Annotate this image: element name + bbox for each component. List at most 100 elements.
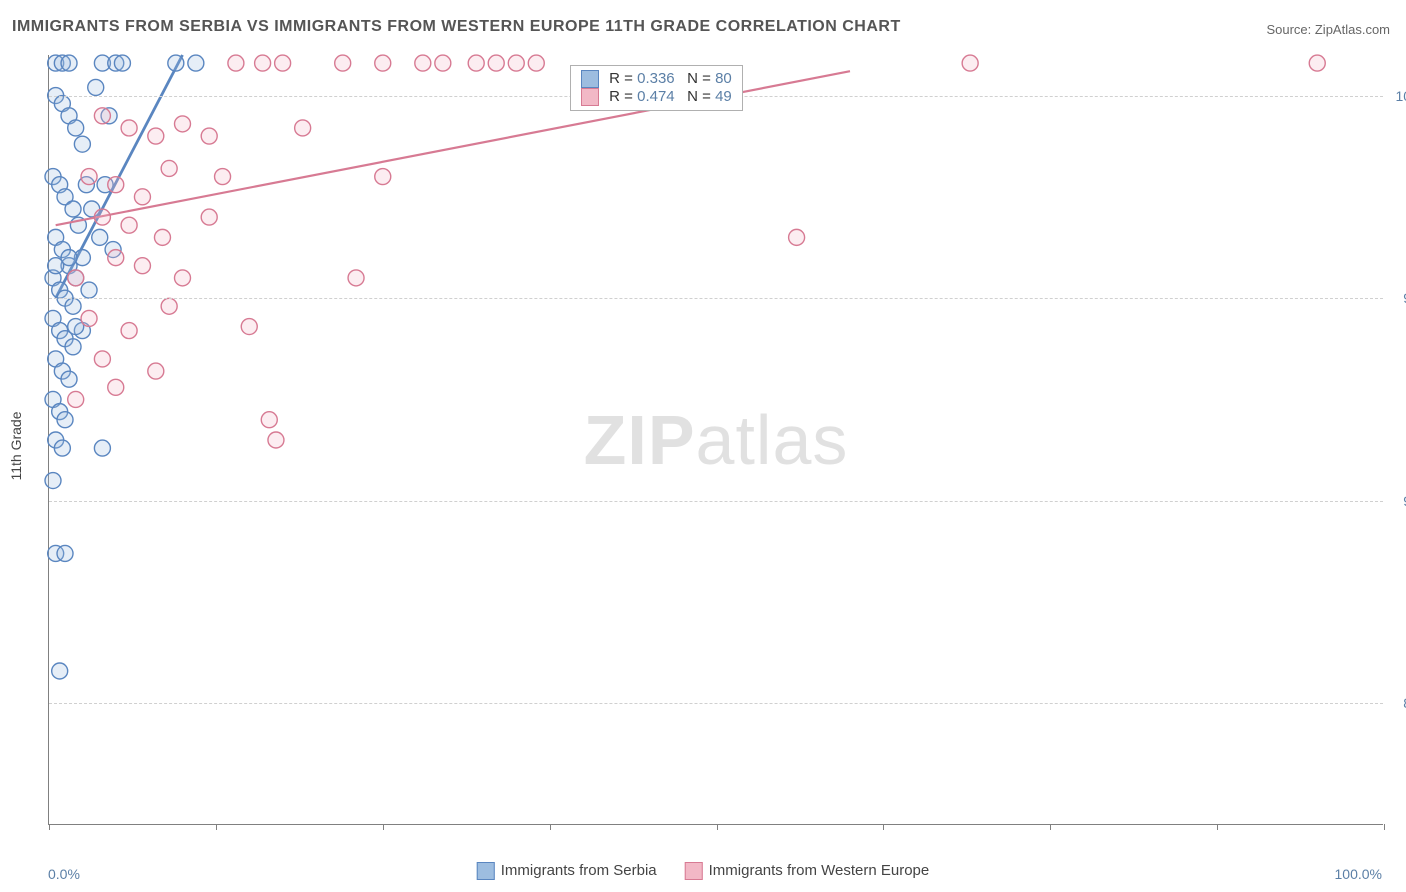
point-weurope (255, 55, 271, 71)
chart-svg (49, 55, 1383, 824)
source-label: Source: ZipAtlas.com (1266, 22, 1390, 37)
x-tick (550, 824, 551, 830)
y-axis-title: 11th Grade (8, 411, 24, 480)
point-serbia (188, 55, 204, 71)
point-weurope (121, 323, 137, 339)
point-weurope (175, 270, 191, 286)
point-serbia (65, 201, 81, 217)
stat-row-serbia: R = 0.336 N = 80 (581, 70, 732, 88)
point-weurope (1309, 55, 1325, 71)
x-tick (883, 824, 884, 830)
point-weurope (121, 217, 137, 233)
legend-item: Immigrants from Serbia (477, 862, 657, 880)
point-weurope (375, 55, 391, 71)
point-serbia (68, 120, 84, 136)
point-weurope (121, 120, 137, 136)
point-weurope (435, 55, 451, 71)
gridline-h (49, 703, 1383, 704)
x-axis-max-label: 100.0% (1335, 866, 1382, 882)
n-value-serbia: 80 (715, 70, 732, 87)
point-serbia (45, 473, 61, 489)
point-weurope (508, 55, 524, 71)
plot-area: ZIPatlas 85.0%90.0%95.0%100.0% (48, 55, 1383, 825)
point-serbia (65, 298, 81, 314)
point-serbia (92, 229, 108, 245)
chart-title: IMMIGRANTS FROM SERBIA VS IMMIGRANTS FRO… (12, 18, 901, 36)
point-weurope (261, 412, 277, 428)
point-weurope (94, 108, 110, 124)
swatch-weurope (581, 88, 599, 106)
point-weurope (81, 310, 97, 326)
legend-swatch (685, 862, 703, 880)
x-tick (1050, 824, 1051, 830)
x-tick (383, 824, 384, 830)
point-weurope (528, 55, 544, 71)
point-weurope (415, 55, 431, 71)
point-serbia (61, 55, 77, 71)
point-weurope (375, 169, 391, 185)
point-weurope (81, 169, 97, 185)
n-value-weurope: 49 (715, 88, 732, 105)
point-weurope (335, 55, 351, 71)
point-weurope (68, 270, 84, 286)
point-serbia (94, 440, 110, 456)
point-weurope (161, 298, 177, 314)
y-tick-label: 100.0% (1396, 88, 1406, 104)
point-weurope (108, 250, 124, 266)
legend-label: Immigrants from Serbia (501, 862, 657, 879)
point-weurope (134, 258, 150, 274)
gridline-h (49, 298, 1383, 299)
legend-bottom: Immigrants from Serbia Immigrants from We… (477, 862, 930, 880)
point-weurope (488, 55, 504, 71)
point-weurope (148, 363, 164, 379)
point-weurope (148, 128, 164, 144)
point-serbia (168, 55, 184, 71)
point-weurope (94, 351, 110, 367)
x-tick (216, 824, 217, 830)
x-axis-min-label: 0.0% (48, 866, 80, 882)
point-weurope (134, 189, 150, 205)
legend-item: Immigrants from Western Europe (685, 862, 930, 880)
point-weurope (962, 55, 978, 71)
r-value-serbia: 0.336 (637, 70, 675, 87)
point-weurope (201, 128, 217, 144)
point-serbia (74, 136, 90, 152)
point-weurope (468, 55, 484, 71)
gridline-h (49, 501, 1383, 502)
point-weurope (215, 169, 231, 185)
point-weurope (268, 432, 284, 448)
point-serbia (88, 79, 104, 95)
point-serbia (52, 663, 68, 679)
point-weurope (108, 177, 124, 193)
point-serbia (57, 545, 73, 561)
point-serbia (57, 412, 73, 428)
x-tick (49, 824, 50, 830)
point-weurope (108, 379, 124, 395)
point-weurope (348, 270, 364, 286)
point-serbia (61, 250, 77, 266)
x-tick (1384, 824, 1385, 830)
stat-row-weurope: R = 0.474 N = 49 (581, 88, 732, 106)
stats-legend: R = 0.336 N = 80 R = 0.474 N = 49 (570, 65, 743, 111)
x-tick (1217, 824, 1218, 830)
point-weurope (295, 120, 311, 136)
legend-swatch (477, 862, 495, 880)
point-serbia (54, 440, 70, 456)
point-weurope (68, 391, 84, 407)
swatch-serbia (581, 70, 599, 88)
point-weurope (789, 229, 805, 245)
point-serbia (61, 371, 77, 387)
point-weurope (161, 160, 177, 176)
point-serbia (65, 339, 81, 355)
point-weurope (154, 229, 170, 245)
x-tick (717, 824, 718, 830)
point-weurope (275, 55, 291, 71)
point-weurope (228, 55, 244, 71)
point-weurope (241, 319, 257, 335)
point-serbia (81, 282, 97, 298)
point-serbia (114, 55, 130, 71)
legend-label: Immigrants from Western Europe (709, 862, 930, 879)
point-weurope (175, 116, 191, 132)
point-weurope (201, 209, 217, 225)
point-weurope (94, 209, 110, 225)
